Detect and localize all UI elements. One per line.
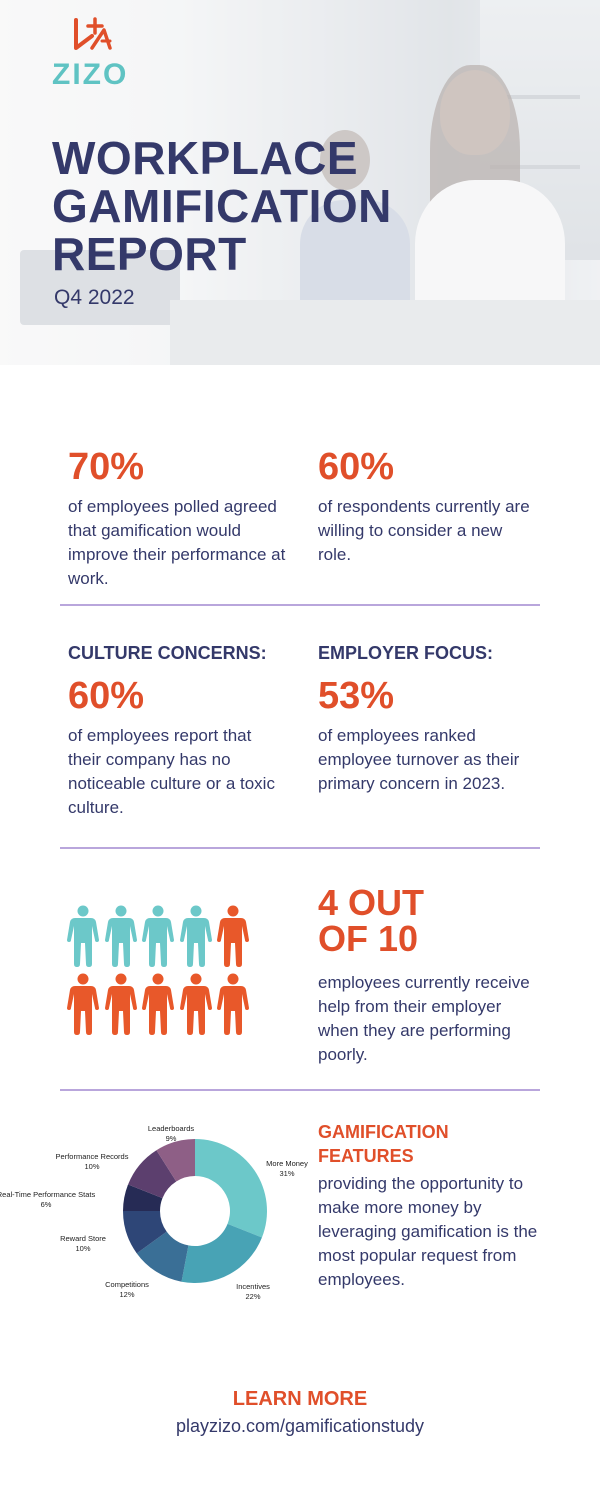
- hero-overlay: [0, 0, 600, 365]
- stat-value: 60%: [68, 675, 145, 717]
- donut-label-value: 6%: [40, 1200, 52, 1209]
- donut-label-value: 12%: [119, 1290, 135, 1299]
- donut-slice-competitions: [136, 1231, 189, 1282]
- person-icon: [179, 905, 212, 967]
- people-icon-grid: [66, 905, 256, 1040]
- donut-label-name: More Money: [266, 1159, 308, 1168]
- donut-label-name: Performance Records: [55, 1152, 129, 1161]
- donut-slice-performance-records: [128, 1150, 177, 1199]
- stat-value-line: OF 10: [318, 918, 419, 959]
- donut-label: Leaderboards 9%: [148, 1124, 194, 1144]
- donut-slice-leaderboards: [156, 1139, 195, 1182]
- donut-label-name: Leaderboards: [147, 1124, 195, 1133]
- page-title: WORKPLACE GAMIFICATION REPORT: [52, 134, 392, 278]
- stat-value: 4 OUT OF 10: [318, 885, 533, 957]
- stat-employer-focus: EMPLOYER FOCUS: 53% of employees ranked …: [318, 643, 533, 796]
- stat-heading: CULTURE CONCERNS:: [68, 643, 267, 663]
- features-text: providing the opportunity to make more m…: [318, 1174, 538, 1289]
- section-divider: [60, 1089, 540, 1091]
- donut-label-name: Real-Time Performance Stats: [0, 1190, 96, 1199]
- person-icon: [67, 905, 99, 967]
- learn-more-link[interactable]: LEARN MORE: [232, 1388, 368, 1410]
- stat-value-line: 4 OUT: [318, 882, 425, 923]
- donut-label-value: 31%: [279, 1169, 295, 1178]
- stat-value: 60%: [318, 446, 395, 488]
- donut-chart: [123, 1139, 267, 1283]
- donut-slice-reward-store: [123, 1211, 167, 1254]
- features-heading-line: GAMIFICATION: [318, 1122, 449, 1142]
- stat-text: employees currently receive help from th…: [318, 973, 530, 1064]
- gamification-features: GAMIFICATION FEATURES providing the oppo…: [318, 1120, 538, 1292]
- stat-gamification-improves: 70% of employees polled agreed that gami…: [68, 445, 298, 591]
- donut-label: More Money 31%: [266, 1159, 308, 1179]
- stat-culture-concerns: CULTURE CONCERNS: 60% of employees repor…: [68, 643, 288, 820]
- donut-slice-real-time-performance-stats: [123, 1184, 163, 1211]
- donut-label-value: 10%: [75, 1244, 91, 1253]
- donut-slice-more-money: [195, 1139, 267, 1238]
- hero-shelf: [490, 165, 580, 169]
- donut-label: Real-Time Performance Stats 6%: [0, 1190, 95, 1210]
- stat-text: of employees polled agreed that gamifica…: [68, 497, 286, 588]
- donut-label: Performance Records 10%: [56, 1152, 129, 1172]
- donut-label-value: 10%: [84, 1162, 100, 1171]
- donut-label-name: Reward Store: [60, 1234, 106, 1243]
- report-period: Q4 2022: [54, 286, 135, 309]
- stat-heading: EMPLOYER FOCUS:: [318, 643, 494, 663]
- section-divider: [60, 604, 540, 606]
- person-icon: [142, 905, 174, 967]
- donut-label: Reward Store 10%: [60, 1234, 106, 1254]
- person-icon: [179, 973, 212, 1035]
- title-line: WORKPLACE: [52, 132, 359, 184]
- person-icon: [104, 973, 137, 1035]
- title-line: REPORT: [52, 228, 247, 280]
- section-divider: [60, 847, 540, 849]
- hero-desk: [170, 300, 600, 365]
- person-icon: [142, 973, 174, 1035]
- hero-shelf: [490, 95, 580, 99]
- donut-label-name: Competitions: [105, 1280, 149, 1289]
- donut-label-value: 9%: [165, 1134, 177, 1143]
- person-icon: [104, 905, 137, 967]
- stat-text: of employees report that their company h…: [68, 726, 275, 817]
- person-icon: [217, 973, 249, 1035]
- stat-help-from-employer: 4 OUT OF 10 employees currently receive …: [318, 885, 533, 1067]
- hero-monitor: [20, 250, 180, 325]
- stat-value: 70%: [68, 446, 145, 488]
- hero-photo: [0, 0, 600, 365]
- donut-label-value: 22%: [245, 1292, 261, 1301]
- title-line: GAMIFICATION: [52, 180, 392, 232]
- stat-value: 53%: [318, 675, 395, 717]
- features-heading: GAMIFICATION FEATURES: [318, 1120, 538, 1168]
- study-url-link[interactable]: playzizo.com/gamificationstudy: [175, 1416, 425, 1436]
- donut-label-name: Incentives: [236, 1282, 270, 1291]
- stat-text: of employees ranked employee turnover as…: [318, 726, 520, 793]
- features-heading-line: FEATURES: [318, 1146, 414, 1166]
- stat-text: of respondents currently are willing to …: [318, 497, 530, 564]
- person-icon: [67, 973, 99, 1035]
- person-icon: [217, 905, 249, 967]
- stat-new-role: 60% of respondents currently are willing…: [318, 445, 533, 567]
- donut-label: Incentives 22%: [236, 1282, 270, 1302]
- brand-name: ZIZO: [52, 58, 129, 91]
- donut-label: Competitions 12%: [105, 1280, 149, 1300]
- hero-person-background: [300, 130, 410, 310]
- donut-slice-incentives: [181, 1223, 262, 1283]
- gamification-features-chart: More Money 31% Incentives 22% Competitions 12…: [0, 1115, 320, 1325]
- zizo-logo-icon: [74, 17, 112, 50]
